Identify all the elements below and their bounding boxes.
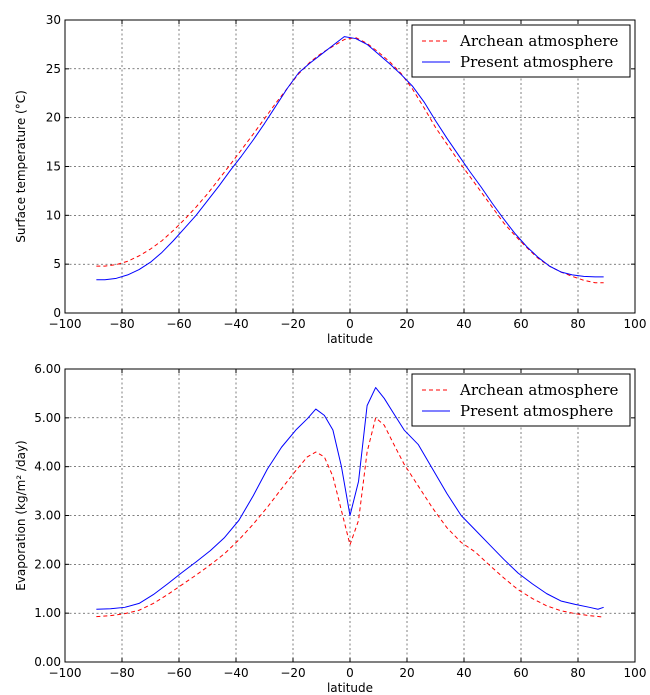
chart-1-x-tick-label: 60 (513, 666, 528, 680)
chart-0-x-tick-label: 20 (399, 317, 414, 331)
chart-1-legend-label: Archean atmosphere (459, 381, 619, 399)
chart-1-x-tick-label: 40 (456, 666, 471, 680)
chart-0-y-tick-label: 5 (53, 257, 61, 271)
chart-0-x-tick-label: 0 (346, 317, 354, 331)
chart-0-y-tick-label: 20 (46, 111, 61, 125)
chart-1-y-axis-label: Evaporation (kg/m² /day) (14, 440, 28, 591)
chart-1-legend-frame (411, 373, 631, 427)
chart-1-x-tick-label: −100 (49, 666, 82, 680)
chart-0-x-tick-label: −100 (49, 317, 82, 331)
chart-1-x-tick-label: 100 (624, 666, 647, 680)
chart-1-x-tick-label: 20 (399, 666, 414, 680)
chart-0-series-present-atmosphere-line (96, 36, 604, 281)
chart-1-x-tick-label: −20 (280, 666, 305, 680)
chart-1-legend: Archean atmosphere Present atmosphere (411, 373, 631, 427)
chart-0-y-axis-label: Surface temperature (°C) (14, 90, 28, 243)
chart-1-y-tick-label: 5.00 (34, 411, 61, 425)
chart-0-y-tick-label: 10 (46, 208, 61, 222)
chart-1-y-tick-label: 0.00 (34, 655, 61, 669)
chart-0-y-tick-label: 30 (46, 13, 61, 27)
chart-1-y-tick-label: 3.00 (34, 509, 61, 523)
chart-0-x-tick-label: −80 (109, 317, 134, 331)
chart-1-series-present-atmosphere-line (96, 387, 604, 610)
chart-1-x-tick-label: −60 (166, 666, 191, 680)
temperature-chart: −100 −80 −60 −40 −20 0 20 40 60 80 100 0 5 10 15 20 25 30… (14, 13, 646, 346)
chart-0-x-tick-label: 60 (513, 317, 528, 331)
chart-0-series-archean-atmosphere-line (96, 37, 604, 284)
chart-0-x-tick-label: −20 (280, 317, 305, 331)
chart-1-x-tick-label: 0 (346, 666, 354, 680)
chart-0-x-tick-label: 100 (624, 317, 647, 331)
chart-0-y-tick-label: 25 (46, 62, 61, 76)
chart-0-y-tick-label: 15 (46, 160, 61, 174)
chart-0-legend-frame (411, 24, 631, 78)
chart-0-x-tick-label: 40 (456, 317, 471, 331)
chart-1-legend-label: Present atmosphere (460, 402, 613, 420)
chart-0-y-tick-label: 0 (53, 306, 61, 320)
chart-0-legend-label: Present atmosphere (460, 53, 613, 71)
chart-0-x-axis-label: latitude (327, 332, 373, 346)
chart-1-y-tick-label: 4.00 (34, 460, 61, 474)
chart-1-x-tick-label: 80 (570, 666, 585, 680)
chart-1-series-archean-atmosphere-line (96, 417, 604, 618)
chart-0-legend: Archean atmosphere Present atmosphere (411, 24, 631, 78)
chart-1-y-tick-label: 2.00 (34, 557, 61, 571)
chart-0-x-tick-label: −40 (223, 317, 248, 331)
evaporation-chart: −100 −80 −60 −40 −20 0 20 40 60 80 100 0.00 1.00 2.00… (14, 362, 646, 695)
chart-0-legend-label: Archean atmosphere (459, 32, 619, 50)
chart-0-x-tick-label: 80 (570, 317, 585, 331)
chart-1-x-tick-label: −40 (223, 666, 248, 680)
chart-1-y-tick-label: 1.00 (34, 606, 61, 620)
chart-0-x-tick-label: −60 (166, 317, 191, 331)
chart-1-x-axis-label: latitude (327, 681, 373, 695)
chart-1-y-tick-label: 6.00 (34, 362, 61, 376)
chart-1-x-tick-label: −80 (109, 666, 134, 680)
